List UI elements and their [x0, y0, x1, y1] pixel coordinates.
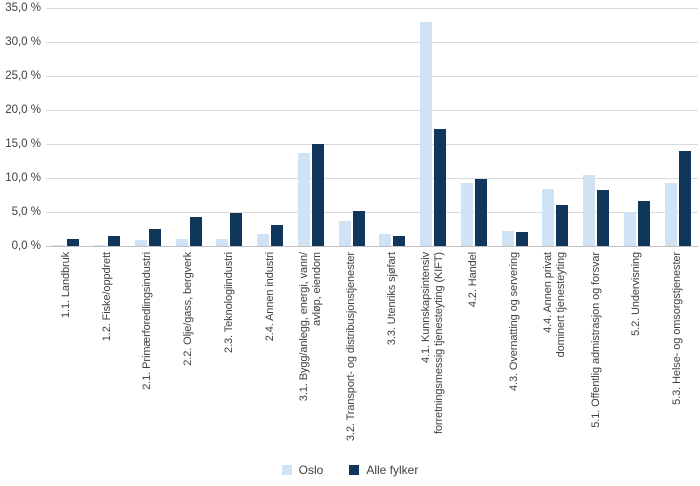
- bar-oslo: [461, 183, 473, 246]
- x-axis-category-label: 2.2. Olje/gass, bergverk: [182, 252, 194, 366]
- bar-alle-fylker: [108, 236, 120, 246]
- y-axis-tick-label: 30,0 %: [5, 36, 41, 48]
- x-axis-category-label: 5.3. Helse- og omsorgstjenester: [671, 252, 683, 405]
- bar-alle-fylker: [190, 217, 202, 246]
- legend-item-oslo: Oslo: [281, 463, 324, 477]
- x-axis-category-label: 1.1. Landbruk: [60, 252, 72, 318]
- bar-alle-fylker: [312, 144, 324, 246]
- bar-alle-fylker: [353, 211, 365, 246]
- bar-oslo: [420, 22, 432, 246]
- legend-label-alle-fylker: Alle fylker: [366, 463, 419, 477]
- x-axis-category-label: 4.2. Handel: [467, 252, 479, 308]
- gridline: [46, 110, 698, 111]
- bar-oslo: [53, 245, 65, 246]
- bar-oslo: [135, 240, 147, 246]
- gridline: [46, 42, 698, 43]
- bar-alle-fylker: [393, 236, 405, 246]
- bar-alle-fylker: [679, 151, 691, 246]
- x-axis-category-label: 2.1. Primærforedlingsindustri: [141, 252, 153, 390]
- bar-oslo: [665, 183, 677, 246]
- bar-oslo: [502, 231, 514, 246]
- x-axis-category-label: 4.1. Kunnskapsintensiv forretningsmessig…: [420, 252, 445, 435]
- bar-oslo: [542, 189, 554, 246]
- gridline: [46, 178, 698, 179]
- legend-swatch-alle-fylker: [349, 465, 360, 475]
- gridline: [46, 76, 698, 77]
- x-axis-category-label: 2.3. Teknologiindustri: [223, 252, 235, 353]
- bar-alle-fylker: [230, 213, 242, 246]
- gridline: [46, 8, 698, 9]
- y-axis-tick-label: 0,0 %: [11, 240, 41, 252]
- legend-label-oslo: Oslo: [298, 463, 324, 477]
- x-axis-category-label: 2.4. Annen industri: [264, 252, 276, 342]
- gridline: [46, 212, 698, 213]
- x-axis-category-label: 3.1. Bygg/anlegg, energi, vann/ avløp, e…: [298, 252, 323, 402]
- bar-alle-fylker: [149, 229, 161, 246]
- x-axis-line: [46, 246, 698, 247]
- bar-alle-fylker: [271, 225, 283, 246]
- legend-swatch-oslo: [281, 465, 292, 475]
- y-axis-tick-label: 5,0 %: [11, 206, 41, 218]
- y-axis-tick-label: 35,0 %: [5, 2, 41, 14]
- bar-alle-fylker: [475, 179, 487, 246]
- bar-oslo: [216, 239, 228, 246]
- legend: Oslo Alle fylker: [0, 463, 700, 477]
- x-axis-category-label: 5.2. Undervisning: [630, 252, 642, 336]
- y-axis-tick-label: 20,0 %: [5, 104, 41, 116]
- bar-oslo: [379, 234, 391, 246]
- bar-alle-fylker: [434, 129, 446, 246]
- bar-oslo: [94, 245, 106, 246]
- x-axis-category-label: 4.3. Overnatting og servering: [508, 252, 520, 391]
- bar-oslo: [298, 153, 310, 246]
- bar-oslo: [624, 212, 636, 246]
- x-axis-category-label: 3.3. Utenriks sjøfart: [386, 252, 398, 346]
- y-axis-tick-label: 10,0 %: [5, 172, 41, 184]
- y-axis-tick-label: 25,0 %: [5, 70, 41, 82]
- bar-oslo: [176, 239, 188, 246]
- bar-alle-fylker: [597, 190, 609, 246]
- bar-oslo: [339, 221, 351, 246]
- bar-oslo: [257, 234, 269, 246]
- bar-alle-fylker: [556, 205, 568, 246]
- gridline: [46, 144, 698, 145]
- bar-alle-fylker: [638, 201, 650, 246]
- legend-item-alle-fylker: Alle fylker: [349, 463, 418, 477]
- x-axis-category-label: 4.4. Annen privat dominert tjenesteyting: [542, 252, 567, 358]
- bar-alle-fylker: [516, 232, 528, 246]
- x-axis-category-label: 3.2. Transport- og distribusjonstjeneste…: [345, 252, 357, 442]
- bar-oslo: [583, 175, 595, 246]
- x-axis-category-label: 5.1. Offentlig admistrasjon og forsvar: [590, 252, 602, 428]
- x-axis-category-label: 1.2. Fiske/oppdrett: [101, 252, 113, 342]
- y-axis-tick-label: 15,0 %: [5, 138, 41, 150]
- bar-alle-fylker: [67, 239, 79, 246]
